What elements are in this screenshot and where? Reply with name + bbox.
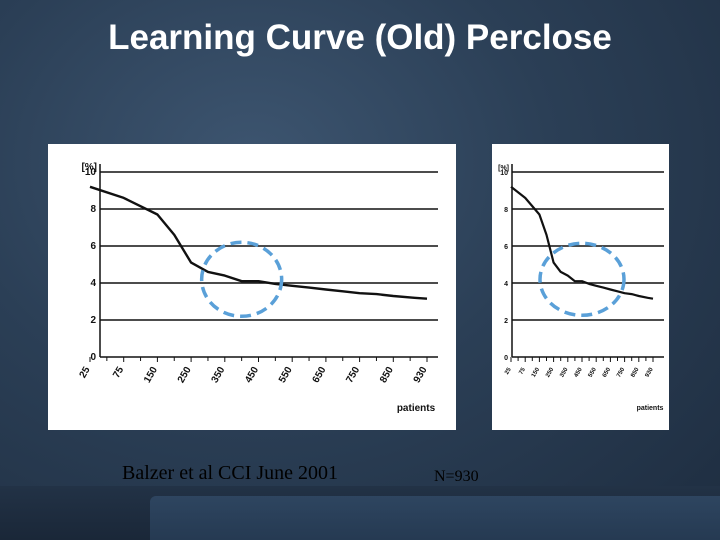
- y-tick-label: 6: [504, 244, 508, 251]
- x-tick-label: 930: [412, 365, 430, 385]
- slide-title: Learning Curve (Old) Perclose: [108, 18, 612, 57]
- y-tick-label: 0: [504, 355, 508, 362]
- y-tick-label: 0: [90, 352, 96, 363]
- highlight-dashed-circle: [199, 240, 284, 319]
- x-tick-label: 850: [378, 365, 396, 385]
- y-tick-label: 8: [504, 207, 508, 214]
- x-tick-label: 450: [574, 366, 585, 378]
- learning-curve-chart-small: 0 2 4 6 8 10[%] 25 75 150 250 350 450 550 650 750 850 93…: [498, 164, 664, 412]
- x-tick-label: 750: [616, 366, 627, 378]
- x-tick-label: 450: [243, 365, 261, 385]
- x-tick-label: 350: [559, 366, 570, 378]
- x-tick-label: 350: [210, 365, 228, 385]
- y-tick-label: 6: [90, 241, 96, 252]
- x-tick-label: 25: [78, 365, 93, 381]
- series-line: [89, 185, 428, 300]
- x-tick-label: 650: [602, 366, 613, 378]
- x-tick-label: 550: [588, 366, 599, 378]
- sample-size-label: N=930: [434, 468, 479, 485]
- x-tick-label: 150: [142, 365, 160, 385]
- x-tick-label: 250: [176, 365, 194, 385]
- y-tick-label: 2: [504, 318, 508, 325]
- x-tick-label: 650: [311, 365, 329, 385]
- citation-text: Balzer et al CCI June 2001: [122, 462, 339, 484]
- x-tick-label: 150: [531, 366, 542, 378]
- y-tick-label: 10: [85, 167, 97, 178]
- x-tick-label: 550: [277, 365, 295, 385]
- y-tick-label: 10: [500, 170, 508, 177]
- y-tick-label: 4: [504, 281, 508, 288]
- highlight-dashed-circle: [538, 241, 626, 318]
- decorative-floor-highlight: [150, 496, 720, 540]
- x-tick-label: 750: [344, 365, 362, 385]
- x-tick-label: 930: [645, 366, 656, 378]
- x-tick-label: 250: [545, 366, 556, 378]
- x-axis-label: patients: [397, 403, 436, 414]
- series-line: [510, 185, 654, 300]
- x-tick-label: 850: [630, 366, 641, 378]
- learning-curve-chart-main: 0 2 4 6 8 10[%] 25 75 150 250 350 450 550 650 750 850 93…: [78, 162, 438, 414]
- y-axis-unit-label: [%]: [498, 165, 509, 172]
- y-tick-label: 2: [90, 315, 96, 326]
- y-tick-label: 4: [90, 278, 96, 289]
- y-axis-unit-label: [%]: [81, 162, 97, 173]
- x-tick-label: 75: [111, 365, 126, 381]
- chart-panel-main: 0 2 4 6 8 10 [%] 25 75 150 250 350 450 550 650 750 850 93…: [48, 144, 456, 430]
- y-tick-label: 8: [90, 204, 96, 215]
- x-axis-label: patients: [637, 405, 664, 412]
- chart-panel-small: 0 2 4 6 8 10 [%] 25 75 150 250 350 450 550 650 750 850 93…: [492, 144, 669, 430]
- x-tick-label: 25: [504, 366, 513, 375]
- x-tick-label: 75: [518, 366, 527, 375]
